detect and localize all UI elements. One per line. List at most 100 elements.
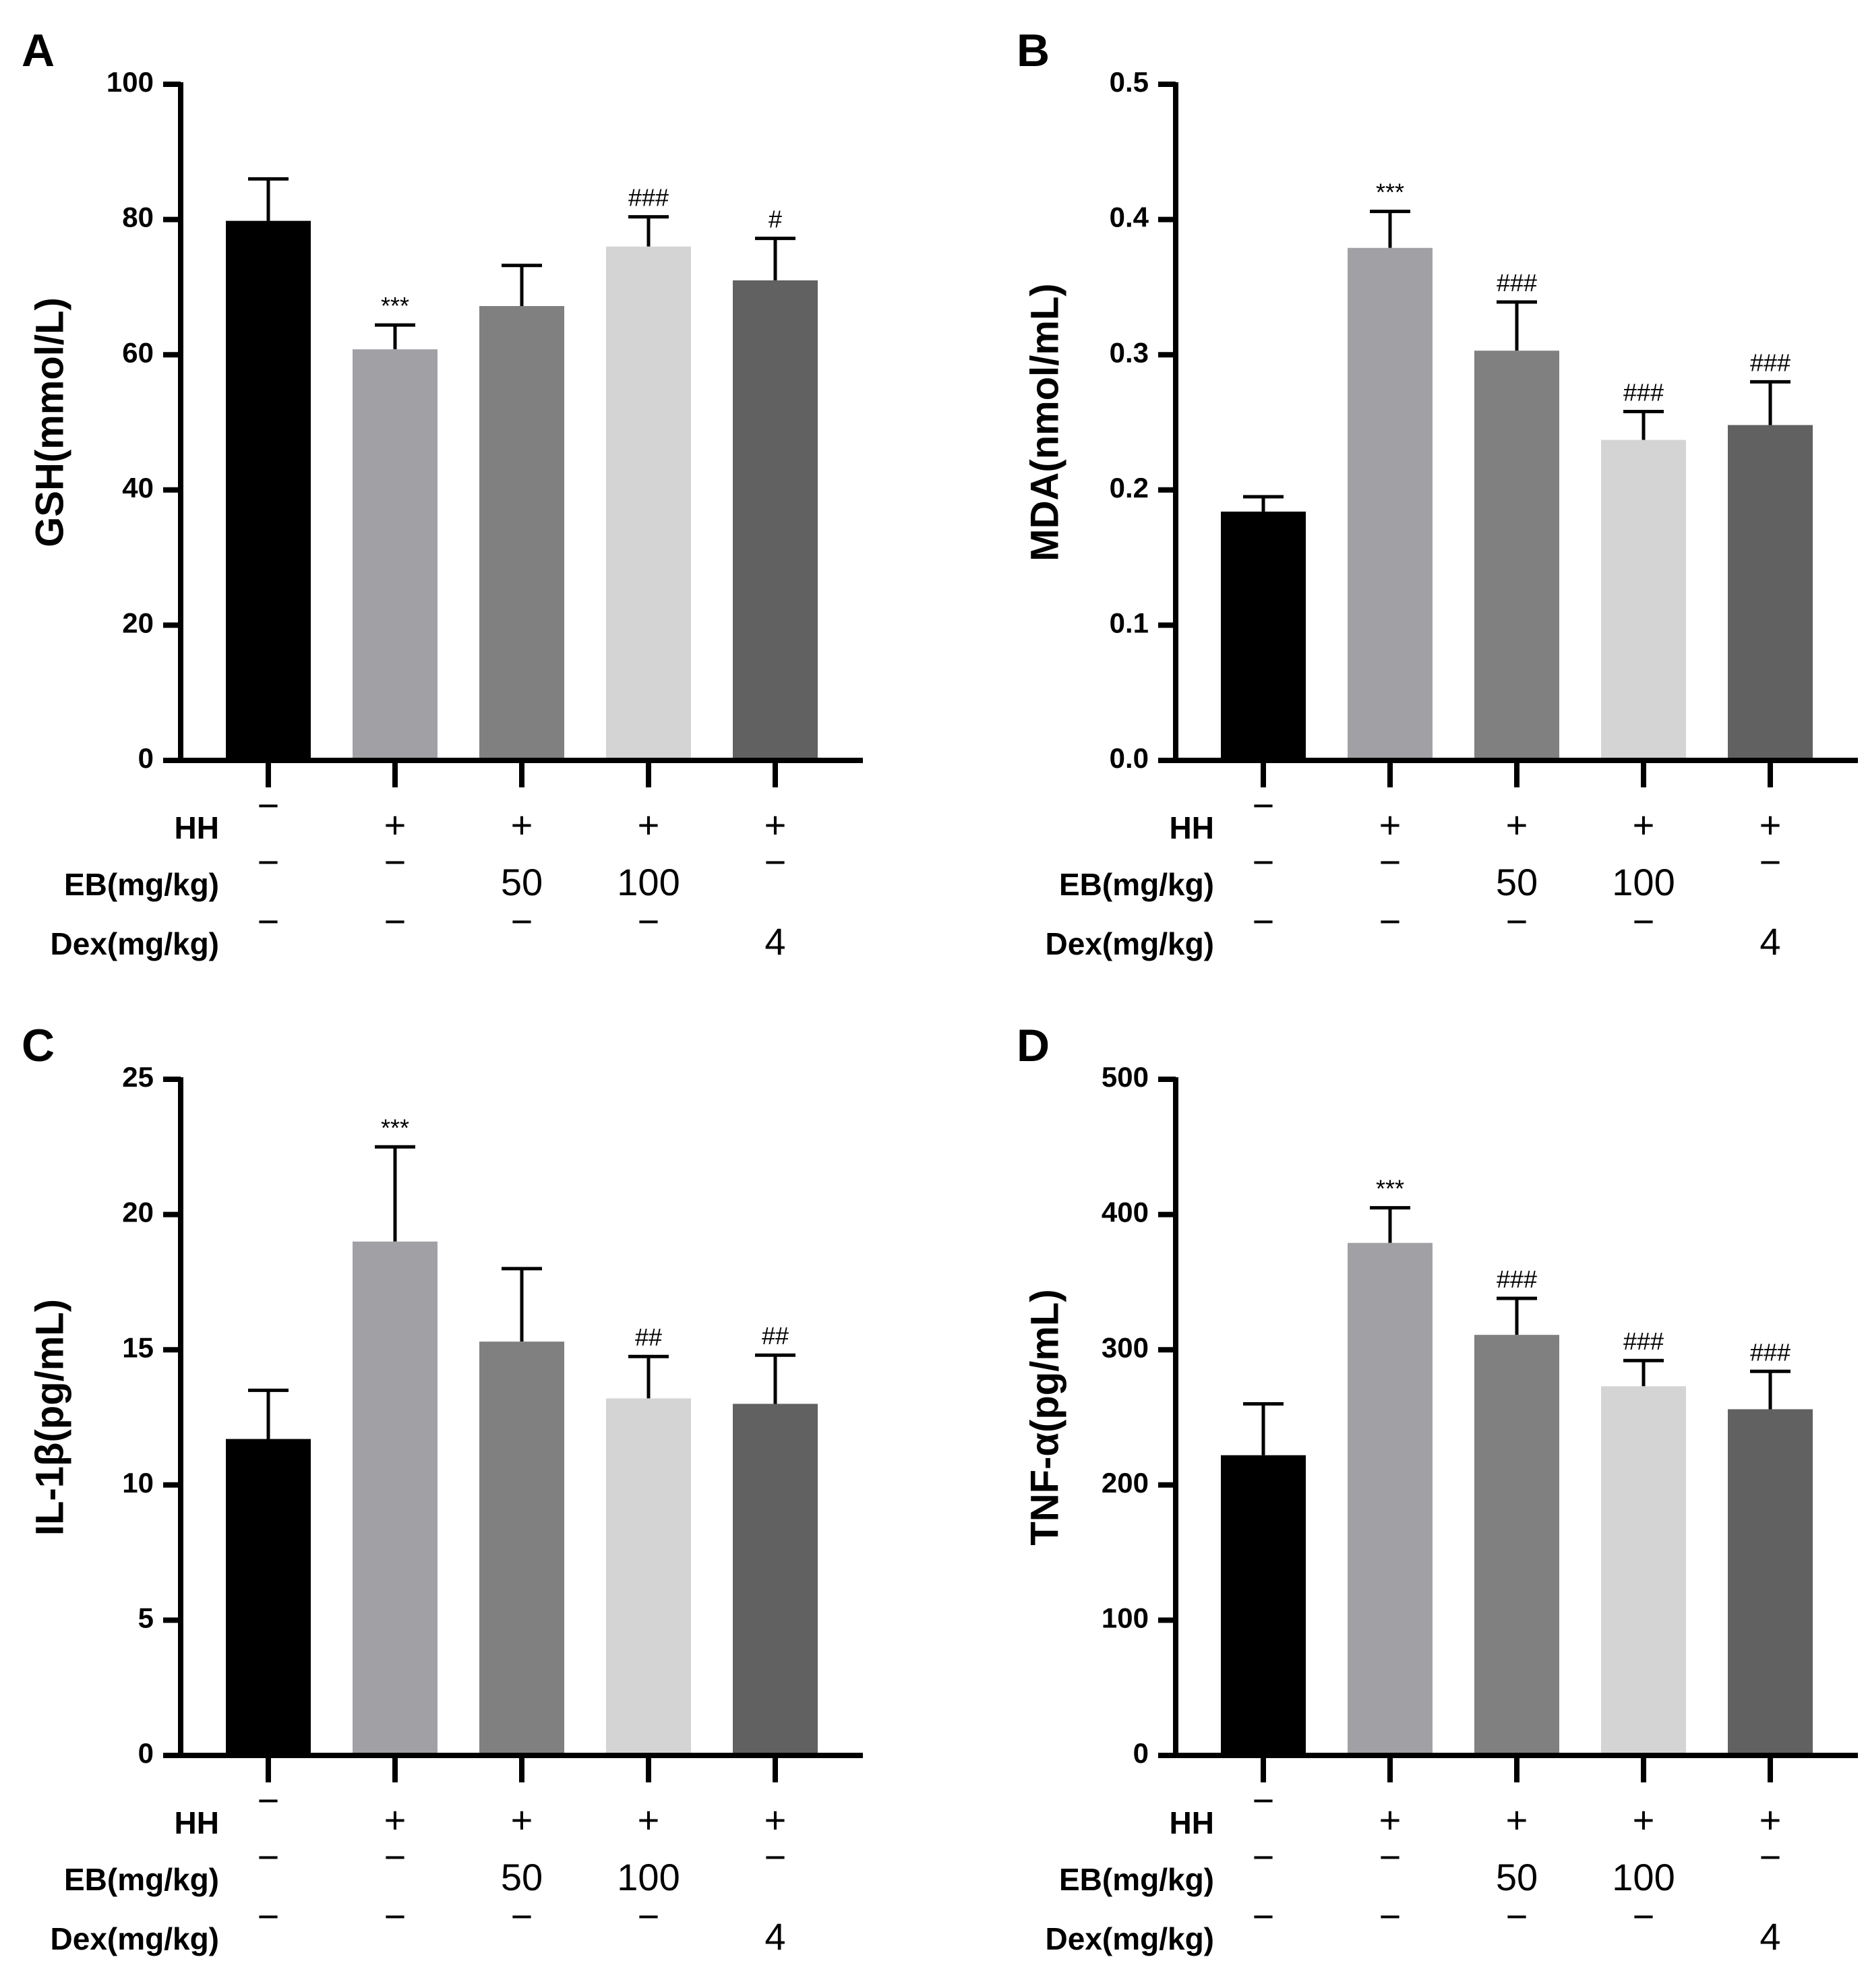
treatment-cell: − xyxy=(384,841,407,883)
bar xyxy=(1348,1242,1433,1755)
chart-panel-d: D TNF-α(pg/mL) *** ### ### ### 0 100 200 300 400 50… xyxy=(1017,1020,1858,1958)
treatment-cell: + xyxy=(638,1799,660,1841)
treatment-cell: 100 xyxy=(1612,1856,1675,1898)
y-tick-label: 20 xyxy=(122,1197,154,1228)
y-axis-label: GSH(mmol/L) xyxy=(28,297,71,547)
treatment-cell: − xyxy=(1633,900,1655,942)
chart-panel-b: B MDA(nmol/mL) *** ### ### ### 0.0 0.1 0.2 0.3 0.4… xyxy=(1017,25,1858,963)
treatment-cell: + xyxy=(638,804,660,846)
treatment-cell: 50 xyxy=(1496,861,1538,903)
treatment-cell: − xyxy=(1379,841,1402,883)
bar xyxy=(479,305,564,760)
bar xyxy=(1728,425,1813,760)
significance-label: *** xyxy=(381,292,409,320)
treatment-cell: − xyxy=(638,1895,660,1937)
y-tick-label: 0 xyxy=(1133,1737,1149,1769)
treatment-cell: + xyxy=(764,1799,787,1841)
panel-letter: B xyxy=(1017,25,1050,76)
y-tick-label: 20 xyxy=(122,607,154,638)
treatment-cell: + xyxy=(511,804,533,846)
y-tick-label: 80 xyxy=(122,202,154,233)
y-axis-label: MDA(nmol/mL) xyxy=(1023,283,1066,561)
bar xyxy=(353,1241,438,1755)
bar xyxy=(606,246,691,761)
significance-label: *** xyxy=(1376,1175,1404,1203)
treatment-cell: − xyxy=(258,1895,280,1937)
significance-label: *** xyxy=(1376,179,1404,206)
bar xyxy=(1601,440,1686,760)
y-tick-label: 0 xyxy=(138,1737,154,1769)
significance-label: ### xyxy=(1750,349,1790,376)
treatment-cell: 4 xyxy=(1759,1915,1780,1958)
y-tick-label: 10 xyxy=(122,1467,154,1499)
treatment-cell: − xyxy=(511,1895,533,1937)
treatment-cell: + xyxy=(1379,804,1402,846)
treatment-cell: 50 xyxy=(1496,1856,1538,1898)
significance-label: ### xyxy=(628,184,669,212)
treatment-cell: + xyxy=(1506,804,1528,846)
significance-label: ### xyxy=(1623,1327,1664,1355)
treatment-cell: + xyxy=(1379,1799,1402,1841)
treatment-cell: − xyxy=(1253,1895,1275,1937)
treatment-cell: + xyxy=(1633,804,1655,846)
treatment-cell: − xyxy=(258,784,280,826)
bar xyxy=(1348,247,1433,760)
treatment-row-label: HH xyxy=(175,1805,219,1840)
panel-letter: C xyxy=(22,1020,55,1071)
bar xyxy=(733,280,818,760)
treatment-cell: − xyxy=(384,900,407,942)
significance-label: *** xyxy=(381,1114,409,1141)
treatment-cell: − xyxy=(511,900,533,942)
y-tick-label: 0 xyxy=(138,742,154,774)
treatment-cell: − xyxy=(764,1836,787,1878)
treatment-cell: + xyxy=(511,1799,533,1841)
treatment-cell: − xyxy=(1253,841,1275,883)
bar xyxy=(353,349,438,760)
treatment-cell: + xyxy=(384,804,407,846)
treatment-cell: − xyxy=(1379,1895,1402,1937)
treatment-cell: − xyxy=(1253,900,1275,942)
bar xyxy=(226,1439,311,1755)
y-tick-label: 25 xyxy=(122,1061,154,1093)
treatment-row-label: HH xyxy=(175,810,219,845)
treatment-cell: + xyxy=(1759,804,1782,846)
treatment-cell: 4 xyxy=(764,1915,785,1958)
y-tick-label: 300 xyxy=(1102,1331,1149,1363)
treatment-cell: 50 xyxy=(501,1856,543,1898)
treatment-cell: − xyxy=(1759,841,1782,883)
treatment-row-label: HH xyxy=(1170,1805,1214,1840)
significance-label: ### xyxy=(1623,378,1664,406)
treatment-row-label: Dex(mg/kg) xyxy=(51,1921,219,1956)
treatment-cell: + xyxy=(1506,1799,1528,1841)
treatment-cell: − xyxy=(258,1779,280,1821)
significance-label: ### xyxy=(1497,269,1537,297)
treatment-cell: − xyxy=(1379,1836,1402,1878)
treatment-cell: − xyxy=(258,1836,280,1878)
y-tick-label: 0.2 xyxy=(1110,472,1149,504)
treatment-cell: − xyxy=(258,841,280,883)
significance-label: ### xyxy=(1497,1265,1537,1293)
treatment-cell: 4 xyxy=(764,920,785,963)
treatment-cell: 100 xyxy=(1612,861,1675,903)
treatment-cell: 100 xyxy=(617,1856,680,1898)
bar xyxy=(1474,351,1559,760)
treatment-row-label: HH xyxy=(1170,810,1214,845)
treatment-cell: − xyxy=(1253,784,1275,826)
treatment-cell: − xyxy=(258,900,280,942)
bar xyxy=(1601,1386,1686,1755)
y-axis-label: TNF-α(pg/mL) xyxy=(1023,1289,1066,1545)
treatment-row-label: EB(mg/kg) xyxy=(64,867,219,902)
treatment-cell: − xyxy=(1253,1836,1275,1878)
treatment-cell: + xyxy=(1633,1799,1655,1841)
bar xyxy=(606,1398,691,1755)
treatment-cell: − xyxy=(764,841,787,883)
significance-label: ### xyxy=(1750,1338,1790,1366)
treatment-cell: − xyxy=(384,1895,407,1937)
treatment-row-label: EB(mg/kg) xyxy=(1059,1862,1214,1897)
y-tick-label: 0.1 xyxy=(1110,607,1149,638)
y-tick-label: 100 xyxy=(107,66,154,98)
bar xyxy=(479,1342,564,1755)
